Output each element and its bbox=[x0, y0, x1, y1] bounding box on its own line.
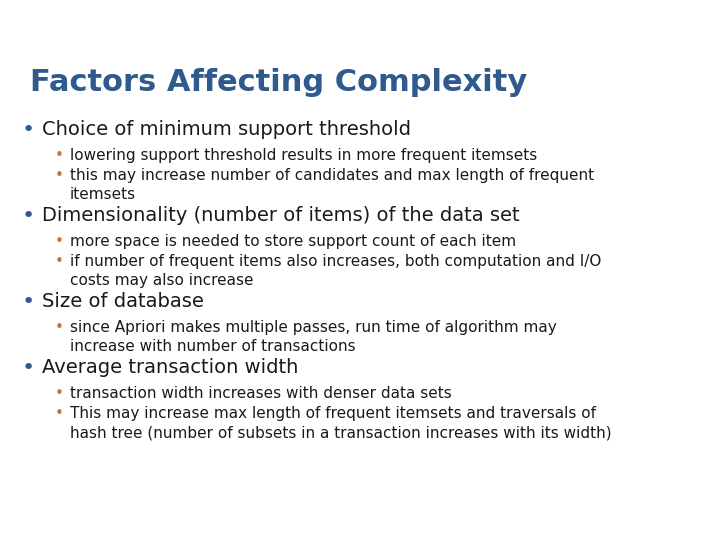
Text: •: • bbox=[55, 168, 64, 183]
Text: more space is needed to store support count of each item: more space is needed to store support co… bbox=[70, 234, 516, 249]
Text: if number of frequent items also increases, both computation and I/O
costs may a: if number of frequent items also increas… bbox=[70, 254, 601, 288]
Text: Average transaction width: Average transaction width bbox=[42, 358, 298, 377]
Text: Dimensionality (number of items) of the data set: Dimensionality (number of items) of the … bbox=[42, 206, 520, 225]
Text: •: • bbox=[55, 320, 64, 335]
Text: Factors Affecting Complexity: Factors Affecting Complexity bbox=[30, 68, 527, 97]
Text: •: • bbox=[22, 120, 35, 140]
Text: •: • bbox=[22, 292, 35, 312]
Text: since Apriori makes multiple passes, run time of algorithm may
increase with num: since Apriori makes multiple passes, run… bbox=[70, 320, 557, 354]
Text: •: • bbox=[55, 148, 64, 163]
Text: transaction width increases with denser data sets: transaction width increases with denser … bbox=[70, 386, 451, 401]
Text: This may increase max length of frequent itemsets and traversals of
hash tree (n: This may increase max length of frequent… bbox=[70, 406, 611, 440]
Text: Size of database: Size of database bbox=[42, 292, 204, 311]
Text: •: • bbox=[55, 234, 64, 249]
Text: •: • bbox=[55, 254, 64, 269]
Text: •: • bbox=[22, 206, 35, 226]
Text: •: • bbox=[55, 406, 64, 421]
Text: •: • bbox=[22, 358, 35, 378]
Text: lowering support threshold results in more frequent itemsets: lowering support threshold results in mo… bbox=[70, 148, 537, 163]
Text: •: • bbox=[55, 386, 64, 401]
Text: Choice of minimum support threshold: Choice of minimum support threshold bbox=[42, 120, 411, 139]
Text: this may increase number of candidates and max length of frequent
itemsets: this may increase number of candidates a… bbox=[70, 168, 594, 202]
